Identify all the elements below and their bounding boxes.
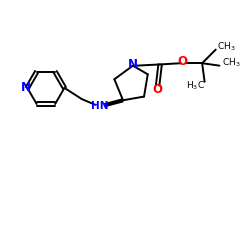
Text: N: N [128, 58, 138, 71]
Text: H$_3$C: H$_3$C [186, 80, 206, 92]
Text: CH$_3$: CH$_3$ [217, 40, 236, 53]
Text: O: O [177, 55, 187, 68]
Text: CH$_3$: CH$_3$ [222, 56, 240, 69]
Text: HN: HN [91, 102, 108, 112]
Text: O: O [153, 84, 163, 96]
Text: N: N [21, 82, 31, 94]
